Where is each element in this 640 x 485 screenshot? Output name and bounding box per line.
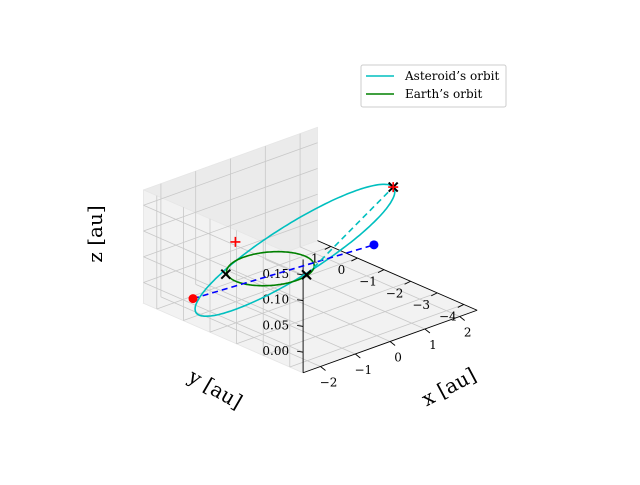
circle-marker bbox=[188, 294, 198, 304]
grid-line-y-floor bbox=[183, 257, 358, 321]
y-tick-mark bbox=[351, 257, 358, 262]
z-axis-label: z [au] bbox=[83, 205, 107, 262]
blue-dashed-segment bbox=[192, 244, 375, 300]
z-tick-label: 0.10 bbox=[262, 293, 289, 307]
grid-lines bbox=[143, 133, 464, 368]
grid-line-y-floor bbox=[263, 292, 438, 356]
legend-label-asteroid: Asteroid’s orbit bbox=[404, 69, 499, 83]
z-tick-label: 0.00 bbox=[262, 344, 289, 358]
x-tick-label: 0 bbox=[394, 351, 402, 365]
grid-line-z-side bbox=[143, 204, 304, 276]
grid-line-x-floor bbox=[195, 284, 356, 355]
y-tick-label: −3 bbox=[412, 298, 430, 312]
asteroid-orbit-line bbox=[194, 183, 396, 318]
z-tick-label: 0.05 bbox=[262, 318, 289, 332]
z-tick-mark bbox=[297, 324, 304, 327]
x-tick-label: 2 bbox=[464, 326, 472, 340]
x-marker bbox=[220, 268, 231, 280]
y-tick-label: 1 bbox=[311, 251, 319, 265]
circle-marker bbox=[369, 240, 379, 250]
grid-line-y-floor bbox=[209, 269, 385, 333]
y-tick-mark bbox=[404, 280, 411, 285]
x-tick-mark bbox=[459, 316, 465, 321]
plot-content bbox=[192, 183, 396, 318]
y-tick-mark bbox=[377, 269, 385, 274]
legend: Asteroid’s orbit Earth’s orbit bbox=[360, 64, 507, 108]
cyan-dashed-segment bbox=[305, 186, 394, 276]
y-tick-label: 0 bbox=[338, 263, 346, 277]
grid-line-x-floor bbox=[230, 271, 391, 342]
y-axis-line bbox=[317, 240, 478, 311]
y-tick-mark bbox=[457, 304, 465, 308]
plus-marker bbox=[388, 182, 399, 193]
x-tick-mark bbox=[355, 353, 361, 359]
z-tick-mark bbox=[297, 273, 304, 276]
grid-line-z-back bbox=[143, 168, 318, 232]
axis-panes bbox=[142, 126, 479, 374]
grid-line-z-back bbox=[143, 193, 318, 258]
x-tick-mark bbox=[320, 366, 326, 371]
y-tick-mark bbox=[430, 292, 438, 297]
x-marker bbox=[301, 269, 312, 280]
y-tick-label: −2 bbox=[386, 286, 404, 300]
grid-line-z-back bbox=[143, 142, 318, 206]
legend-label-earth: Earth’s orbit bbox=[405, 87, 482, 101]
z-tick-mark bbox=[297, 350, 304, 353]
grid-line-y-floor bbox=[236, 280, 411, 345]
earth-orbit-line bbox=[225, 250, 316, 287]
legend-frame bbox=[360, 64, 507, 108]
z-tick-mark bbox=[297, 299, 304, 302]
grid-line-z-side bbox=[143, 256, 304, 327]
grid-line-z-back bbox=[143, 219, 318, 283]
y-tick-label: −4 bbox=[439, 309, 457, 323]
y-tick-mark bbox=[324, 246, 332, 250]
x-axis-label: x [au] bbox=[417, 363, 480, 411]
x-tick-label: −2 bbox=[320, 376, 338, 390]
tick-labels: −2 −1 0 1 2 1 0 −1 −2 −3 −4 0.00 0.05 0.10 0.15 bbox=[262, 251, 471, 389]
x-tick-label: −1 bbox=[354, 363, 372, 377]
grid-line-y-floor bbox=[156, 246, 331, 310]
grid-line-y-floor bbox=[289, 304, 464, 368]
plus-marker bbox=[230, 236, 241, 247]
grid-line-z-side bbox=[143, 230, 304, 302]
z-tick-label: 0.15 bbox=[262, 267, 289, 281]
grid-line-x-floor bbox=[160, 296, 321, 367]
grid-line-x-floor bbox=[299, 246, 460, 317]
x-tick-mark bbox=[424, 328, 431, 334]
y-tick-label: −1 bbox=[359, 275, 377, 289]
x-tick-label: 1 bbox=[429, 338, 437, 352]
y-axis-label: y [au] bbox=[183, 364, 246, 414]
grid-line-x-floor bbox=[265, 259, 426, 330]
plot-markers bbox=[188, 181, 399, 304]
grid-line-z-side bbox=[143, 282, 304, 353]
x-tick-mark bbox=[389, 341, 396, 346]
